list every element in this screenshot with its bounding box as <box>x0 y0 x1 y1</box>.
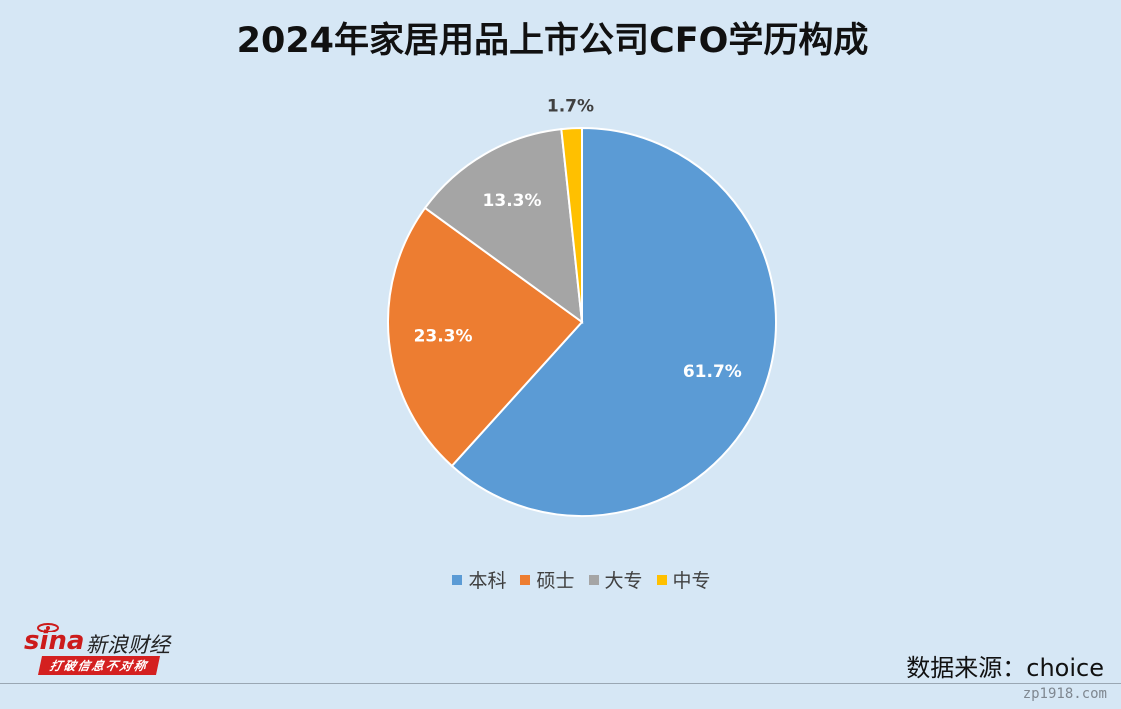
pie-slice-junior-college[interactable] <box>423 128 584 325</box>
logo-slogan: 打破信息不对称 <box>37 656 161 675</box>
pie-data-labels: 61.7% 23.3% 13.3% 1.7% <box>414 96 742 382</box>
legend: 本科 硕士 大专 中专 <box>0 566 1121 593</box>
legend-label: 硕士 <box>536 570 575 592</box>
pie-data-label: 1.7% <box>547 96 594 116</box>
data-source: 数据来源：choice <box>906 654 1104 682</box>
legend-swatch <box>656 574 667 585</box>
legend-swatch <box>452 574 463 585</box>
legend-swatch <box>520 574 531 585</box>
sina-eye-icon <box>37 623 59 632</box>
pie-data-label: 61.7% <box>683 362 742 382</box>
pie-slices <box>387 126 777 517</box>
sina-finance-logo: sina 新浪财经 打破信息不对称 <box>24 622 184 676</box>
pie-slice-technical-school[interactable] <box>560 126 583 323</box>
divider <box>0 683 1121 684</box>
chart-title: 2024年家居用品上市公司CFO学历构成 <box>236 21 869 61</box>
legend-item-technical-school[interactable]: 中专 <box>656 566 711 593</box>
legend-swatch <box>588 574 599 585</box>
watermark: zp1918.com <box>1022 686 1107 702</box>
logo-name: 新浪财经 <box>86 633 170 657</box>
pie-slice-bachelor[interactable] <box>450 126 777 517</box>
legend-item-master[interactable]: 硕士 <box>520 566 575 593</box>
legend-label: 大专 <box>604 570 643 592</box>
legend-label: 本科 <box>468 570 507 592</box>
pie-data-label: 23.3% <box>414 326 473 346</box>
sina-wordmark: sina <box>24 626 85 656</box>
legend-item-junior-college[interactable]: 大专 <box>588 566 643 593</box>
legend-label: 中专 <box>672 570 711 592</box>
pie-slice-master[interactable] <box>387 206 584 468</box>
pie-data-label: 13.3% <box>483 191 542 211</box>
legend-item-bachelor[interactable]: 本科 <box>452 566 506 593</box>
